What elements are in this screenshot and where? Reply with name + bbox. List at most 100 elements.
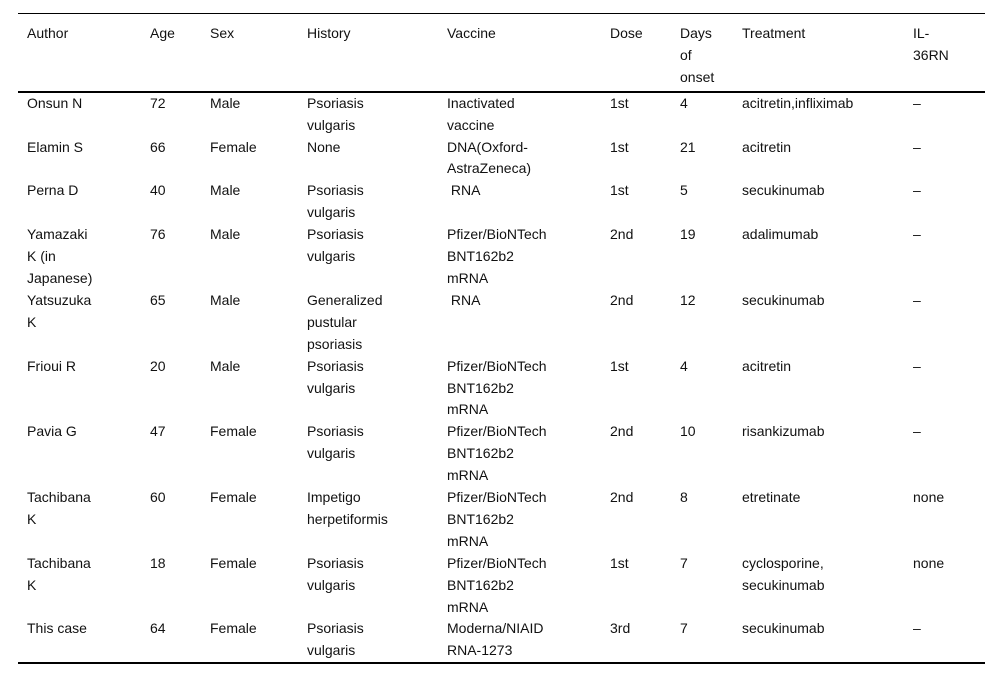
cell-dose: 3rd bbox=[610, 620, 631, 637]
cell-age: 40 bbox=[150, 182, 166, 199]
cell-author: Perna D bbox=[27, 182, 79, 199]
table-row: Tachibana K 60 Female Impetigo herpetifo… bbox=[18, 487, 985, 553]
cell-dose: 1st bbox=[610, 357, 629, 374]
cell-treatment: risankizumab bbox=[742, 423, 825, 440]
table-row: Yatsuzuka K 65 Male Generalized pustular… bbox=[18, 290, 985, 356]
cell-treatment: etretinate bbox=[742, 489, 801, 506]
table-row: This case 64 Female Psoriasis vulgaris M… bbox=[18, 618, 985, 663]
cell-author: Onsun N bbox=[27, 94, 83, 111]
cell-age: 64 bbox=[150, 620, 166, 637]
cell-il36rn: – bbox=[913, 357, 921, 374]
cell-days-of-onset: 12 bbox=[680, 291, 696, 308]
table-container: Author Age Sex History Vaccine Dose Days… bbox=[18, 13, 1000, 665]
cell-days-of-onset: 4 bbox=[680, 357, 688, 374]
cell-days-of-onset: 7 bbox=[680, 554, 688, 571]
cell-il36rn: – bbox=[913, 138, 921, 155]
cell-vaccine: Moderna/NIAID RNA-1273 bbox=[447, 620, 544, 659]
table-row: Tachibana K 18 Female Psoriasis vulgaris… bbox=[18, 553, 985, 619]
column-header-days-of-onset: Days of onset bbox=[680, 13, 742, 93]
cell-dose: 2nd bbox=[610, 423, 634, 440]
cell-days-of-onset: 5 bbox=[680, 182, 688, 199]
cell-treatment: secukinumab bbox=[742, 291, 825, 308]
header-row: Author Age Sex History Vaccine Dose Days… bbox=[18, 13, 985, 93]
cell-vaccine: Pfizer/BioNTech BNT162b2 mRNA bbox=[447, 226, 547, 286]
cell-sex: Male bbox=[210, 226, 241, 243]
cell-history: Psoriasis vulgaris bbox=[307, 620, 364, 659]
cell-age: 72 bbox=[150, 94, 166, 111]
case-report-table: Author Age Sex History Vaccine Dose Days… bbox=[18, 13, 985, 665]
cell-author: This case bbox=[27, 620, 87, 637]
cell-sex: Male bbox=[210, 94, 241, 111]
cell-dose: 1st bbox=[610, 94, 629, 111]
cell-vaccine: DNA(Oxford- AstraZeneca) bbox=[447, 138, 532, 177]
cell-days-of-onset: 4 bbox=[680, 94, 688, 111]
cell-dose: 2nd bbox=[610, 291, 634, 308]
column-header-sex: Sex bbox=[210, 13, 307, 93]
cell-age: 20 bbox=[150, 357, 166, 374]
cell-history: Psoriasis vulgaris bbox=[307, 357, 364, 396]
cell-age: 47 bbox=[150, 423, 166, 440]
cell-sex: Female bbox=[210, 138, 257, 155]
cell-sex: Male bbox=[210, 357, 241, 374]
cell-il36rn: – bbox=[913, 423, 921, 440]
cell-history: Generalized pustular psoriasis bbox=[307, 291, 383, 352]
cell-treatment: secukinumab bbox=[742, 182, 825, 199]
cell-vaccine: Inactivated vaccine bbox=[447, 94, 515, 133]
table-row: Perna D 40 Male Psoriasis vulgaris RNA 1… bbox=[18, 180, 985, 224]
cell-age: 76 bbox=[150, 226, 166, 243]
cell-age: 18 bbox=[150, 554, 166, 571]
column-header-author: Author bbox=[18, 13, 150, 93]
cell-dose: 1st bbox=[610, 554, 629, 571]
table-row: Yamazaki K (in Japanese) 76 Male Psorias… bbox=[18, 224, 985, 290]
table-body: Onsun N 72 Male Psoriasis vulgaris Inact… bbox=[18, 92, 985, 664]
cell-dose: 1st bbox=[610, 138, 629, 155]
cell-history: Psoriasis vulgaris bbox=[307, 94, 364, 133]
cell-sex: Female bbox=[210, 489, 257, 506]
cell-author: Yamazaki K (in Japanese) bbox=[27, 226, 93, 286]
column-header-il36rn: IL- 36RN bbox=[913, 13, 985, 93]
cell-history: None bbox=[307, 138, 341, 155]
cell-history: Psoriasis vulgaris bbox=[307, 226, 364, 265]
cell-sex: Male bbox=[210, 182, 241, 199]
table-row: Frioui R 20 Male Psoriasis vulgaris Pfiz… bbox=[18, 356, 985, 422]
cell-days-of-onset: 8 bbox=[680, 489, 688, 506]
column-header-history: History bbox=[307, 13, 447, 93]
cell-il36rn: – bbox=[913, 182, 921, 199]
cell-il36rn: none bbox=[913, 554, 945, 571]
column-header-age: Age bbox=[150, 13, 210, 93]
cell-author: Elamin S bbox=[27, 138, 84, 155]
cell-sex: Female bbox=[210, 554, 257, 571]
table-row: Onsun N 72 Male Psoriasis vulgaris Inact… bbox=[18, 92, 985, 137]
cell-treatment: adalimumab bbox=[742, 226, 819, 243]
cell-history: Impetigo herpetiformis bbox=[307, 489, 388, 527]
cell-vaccine: Pfizer/BioNTech BNT162b2 mRNA bbox=[447, 554, 547, 615]
cell-history: Psoriasis vulgaris bbox=[307, 554, 364, 593]
column-header-treatment: Treatment bbox=[742, 13, 913, 93]
cell-vaccine: Pfizer/BioNTech BNT162b2 mRNA bbox=[447, 489, 547, 549]
cell-age: 66 bbox=[150, 138, 166, 155]
cell-vaccine: Pfizer/BioNTech BNT162b2 mRNA bbox=[447, 357, 547, 418]
cell-author: Tachibana K bbox=[27, 489, 91, 527]
cell-dose: 2nd bbox=[610, 226, 634, 243]
cell-dose: 2nd bbox=[610, 489, 634, 506]
cell-treatment: acitretin,infliximab bbox=[742, 94, 854, 111]
cell-il36rn: – bbox=[913, 291, 921, 308]
table-row: Elamin S 66 Female None DNA(Oxford- Astr… bbox=[18, 137, 985, 181]
cell-dose: 1st bbox=[610, 182, 629, 199]
cell-author: Tachibana K bbox=[27, 554, 91, 593]
cell-days-of-onset: 21 bbox=[680, 138, 696, 155]
cell-vaccine: RNA bbox=[447, 182, 481, 199]
cell-author: Yatsuzuka K bbox=[27, 291, 92, 330]
cell-author: Frioui R bbox=[27, 357, 77, 374]
column-header-dose: Dose bbox=[610, 13, 680, 93]
table-row: Pavia G 47 Female Psoriasis vulgaris Pfi… bbox=[18, 421, 985, 487]
cell-vaccine: Pfizer/BioNTech BNT162b2 mRNA bbox=[447, 423, 547, 484]
column-header-vaccine: Vaccine bbox=[447, 13, 610, 93]
cell-history: Psoriasis vulgaris bbox=[307, 182, 364, 221]
cell-age: 60 bbox=[150, 489, 166, 506]
cell-days-of-onset: 7 bbox=[680, 620, 688, 637]
cell-history: Psoriasis vulgaris bbox=[307, 423, 364, 462]
cell-sex: Male bbox=[210, 291, 241, 308]
cell-treatment: secukinumab bbox=[742, 620, 825, 637]
cell-sex: Female bbox=[210, 620, 257, 637]
